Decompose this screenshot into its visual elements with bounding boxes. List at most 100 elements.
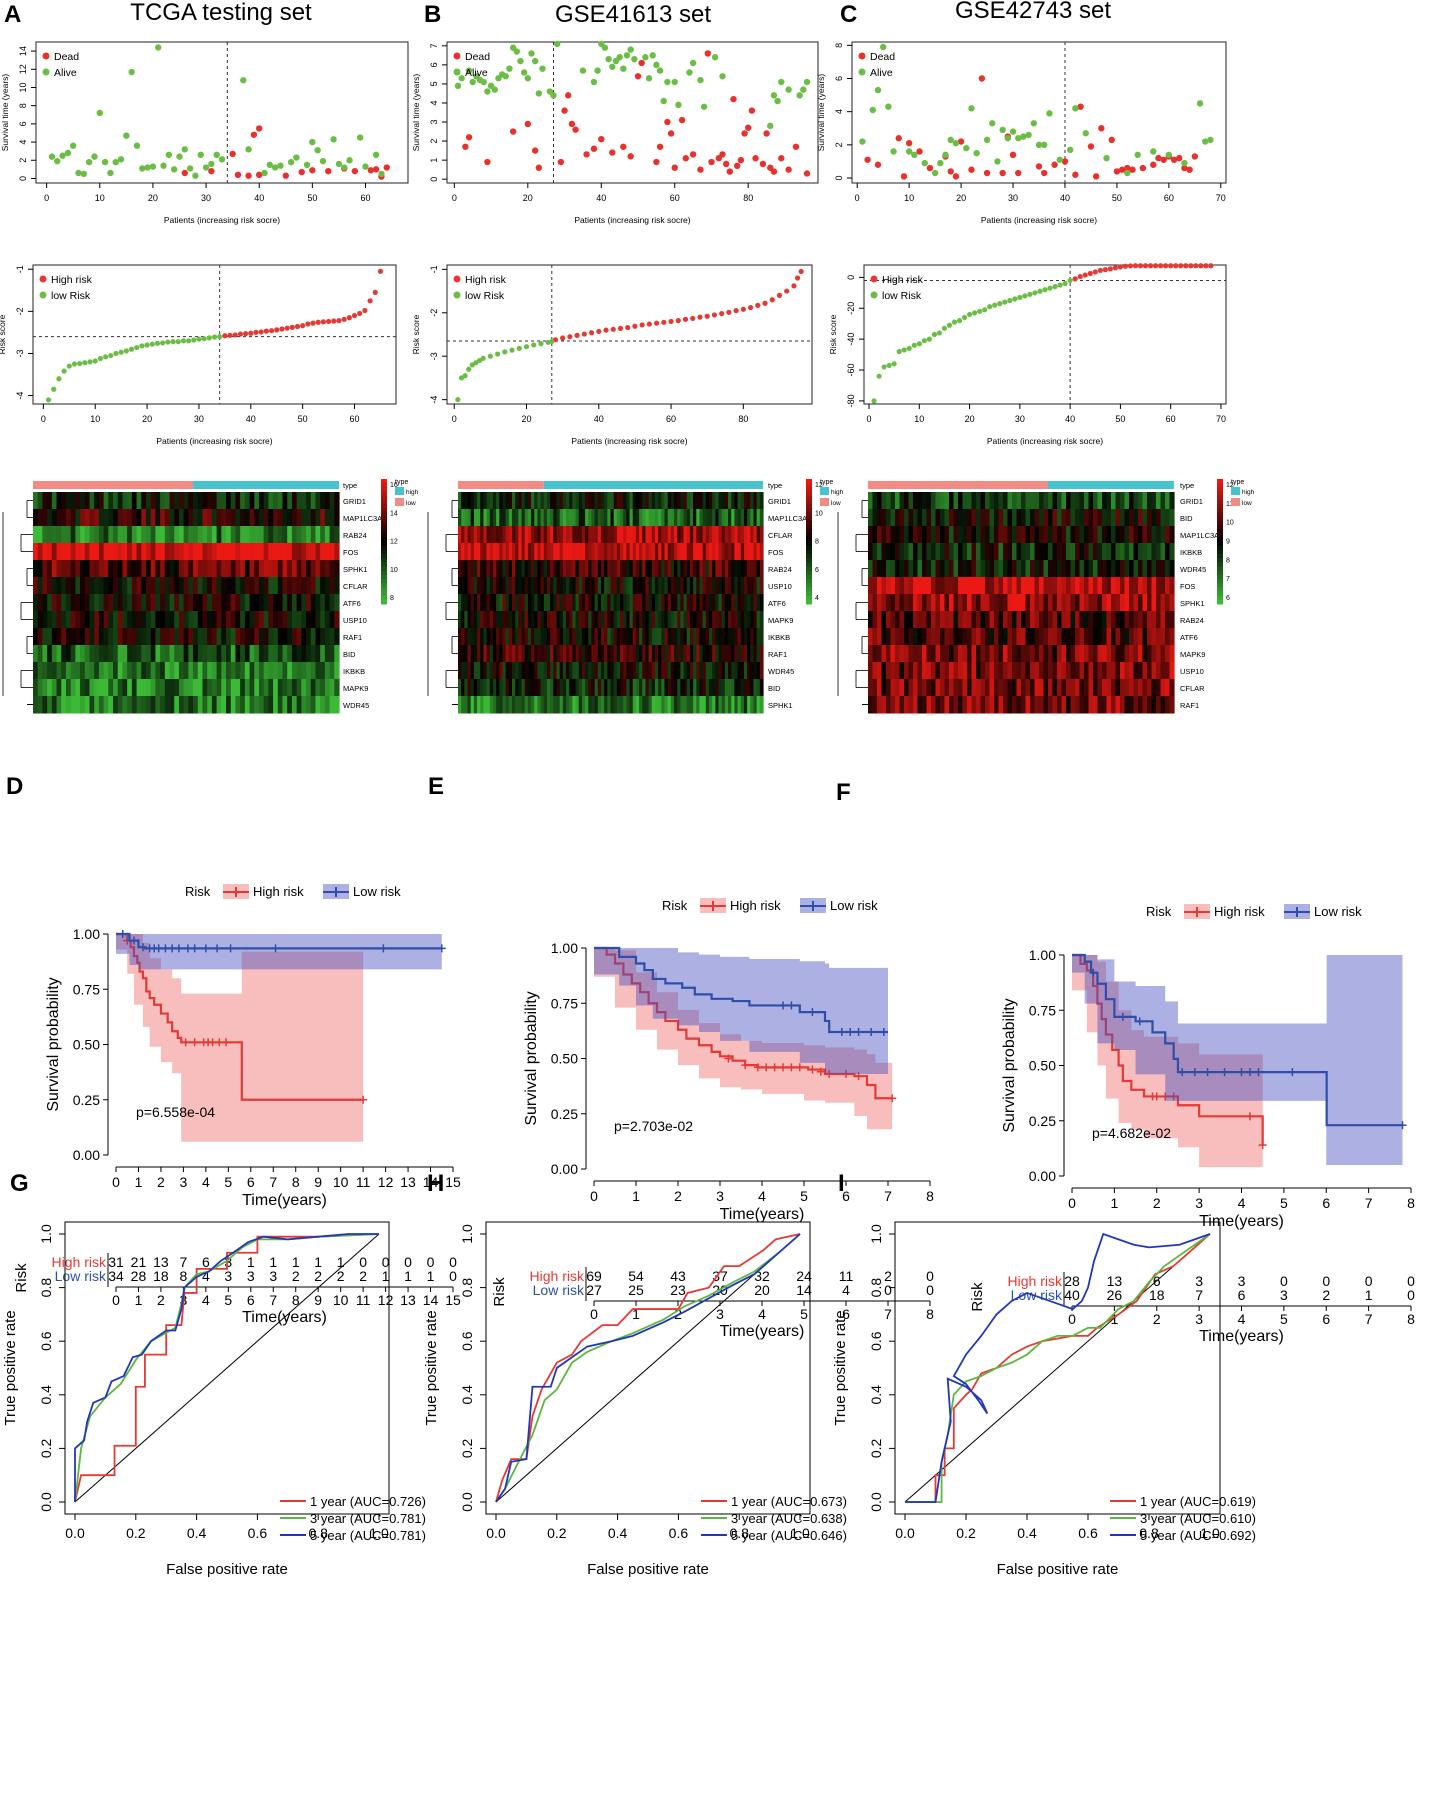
alive-point (671, 78, 678, 86)
heat-cell (747, 560, 751, 578)
heat-cell (1102, 662, 1108, 680)
high-point (574, 332, 580, 338)
heat-cell (273, 577, 279, 595)
high-point (1117, 264, 1124, 270)
heat-cell (477, 611, 481, 629)
heat-cell (1025, 679, 1031, 697)
heat-cell (306, 662, 312, 680)
x-tick-label: 11 (356, 1174, 371, 1190)
heat-cell (174, 645, 180, 663)
heat-cell (922, 509, 928, 527)
heat-cell (740, 611, 745, 629)
heat-cell (1070, 543, 1076, 561)
heat-cell (531, 577, 535, 595)
heat-cell (263, 526, 269, 544)
heat-cell (122, 509, 128, 527)
legend-dot (453, 275, 461, 283)
survival-curve (116, 932, 442, 950)
heat-cell (84, 628, 91, 646)
heat-cell (872, 628, 878, 646)
heat-cell (958, 526, 964, 544)
heat-cell (664, 543, 669, 561)
heat-cell (1120, 594, 1126, 612)
x-tick-label: 0.0 (486, 1525, 506, 1541)
heat-cell (254, 509, 260, 527)
heat-cell (230, 628, 237, 646)
risk-table-tick-label: 5 (1280, 1311, 1288, 1327)
heat-cell (578, 577, 583, 595)
high-point (1072, 276, 1078, 282)
heat-cell (268, 577, 274, 595)
heat-cell (1133, 679, 1139, 697)
heat-cell (562, 509, 567, 527)
heat-cell (569, 492, 573, 510)
heat-cell (699, 628, 704, 646)
heat-cell (1039, 679, 1045, 697)
roc-panel-h: 0.0 0.2 0.4 0.6 0.8 1.00.00.20.40.60.81.0Fals… (423, 1221, 847, 1578)
x-tick-label: 50 (1115, 414, 1125, 424)
heat-cell (75, 526, 81, 544)
heat-cell (1138, 645, 1144, 663)
heat-cell (553, 645, 558, 663)
scale-cell (381, 541, 387, 547)
scale-tick-label: 10 (815, 510, 823, 517)
heat-cell (696, 645, 701, 663)
heat-cell (193, 577, 199, 595)
heat-cell (1097, 577, 1103, 595)
heat-cell (1106, 679, 1112, 697)
x-tick-label: 10 (90, 414, 100, 424)
heat-cell (651, 594, 656, 612)
heat-cell (94, 679, 100, 697)
heat-cell (515, 679, 519, 697)
heat-cell (505, 662, 510, 680)
heat-cell (680, 526, 685, 544)
heat-cell (635, 492, 640, 510)
heat-cell (470, 662, 475, 680)
legend-label: Low risk (1314, 904, 1362, 919)
heat-cell (1124, 679, 1130, 697)
heat-cell (616, 628, 621, 646)
heat-cell (550, 611, 554, 629)
heat-cell (1147, 696, 1153, 714)
heat-cell (98, 611, 105, 629)
heat-cell (56, 526, 62, 544)
heat-cell (1052, 492, 1058, 510)
heat-cell (958, 679, 964, 697)
gene-label: ATF6 (1180, 633, 1198, 642)
heat-cell (670, 628, 675, 646)
heat-cell (1079, 526, 1085, 544)
heat-cell (461, 662, 465, 680)
heat-cell (967, 577, 973, 595)
heat-cell (980, 526, 986, 544)
heat-cell (254, 560, 260, 578)
heat-cell (543, 679, 548, 697)
heat-cell (1061, 492, 1067, 510)
heat-cell (301, 492, 307, 510)
heat-cell (696, 611, 701, 629)
heat-cell (985, 662, 991, 680)
heat-cell (623, 594, 627, 612)
heat-cell (890, 645, 896, 663)
heat-cell (258, 696, 265, 714)
low-point (108, 352, 114, 359)
heat-cell (626, 543, 631, 561)
heat-cell (211, 645, 218, 663)
heat-cell (989, 594, 995, 612)
heat-cell (645, 594, 650, 612)
high-point (798, 268, 804, 275)
heat-cell (578, 679, 583, 697)
heat-cell (94, 560, 100, 578)
heat-cell (613, 696, 618, 714)
high-point (289, 324, 295, 330)
heat-cell (922, 492, 928, 510)
heat-cell (562, 594, 567, 612)
heat-cell (553, 662, 558, 680)
heat-cell (492, 594, 497, 612)
heat-cell (1034, 628, 1040, 646)
heat-cell (958, 696, 964, 714)
heat-cell (324, 679, 331, 697)
heat-cell (1034, 560, 1040, 578)
legend-label: 5 year (AUC=0.646) (731, 1528, 847, 1543)
heat-cell (296, 560, 302, 578)
heat-cell (127, 696, 133, 714)
